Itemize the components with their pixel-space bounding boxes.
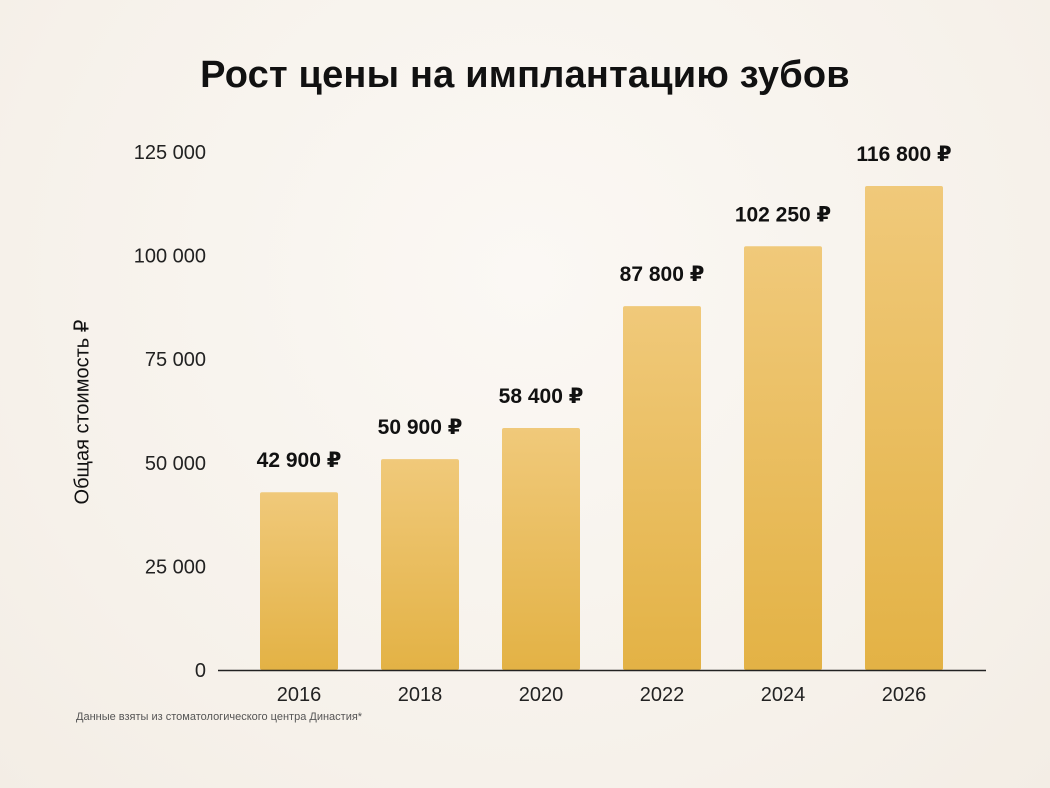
x-axis-categories: 2016 2018 2020 2022 2024 2026	[277, 684, 927, 706]
source-footnote: Данные взяты из стоматологического центр…	[76, 711, 363, 723]
x-tick-label-2026: 2026	[882, 684, 927, 706]
y-tick-label: 75 000	[145, 349, 206, 371]
y-tick-label: 50 000	[145, 453, 206, 475]
y-tick-label: 100 000	[134, 246, 206, 268]
bar-2018	[381, 459, 459, 670]
y-tick-label: 0	[195, 660, 206, 682]
value-label-2018: 50 900 ₽	[378, 416, 463, 439]
value-label-2022: 87 800 ₽	[620, 263, 705, 286]
y-tick-label: 25 000	[145, 556, 206, 578]
bar-2016	[260, 492, 338, 670]
value-labels-group: 42 900 ₽ 50 900 ₽ 58 400 ₽ 87 800 ₽ 102 250 …	[257, 143, 952, 472]
bar-2024	[744, 246, 822, 670]
x-tick-label-2020: 2020	[519, 684, 564, 706]
bars-group	[260, 185, 943, 670]
bar-2026	[865, 185, 943, 670]
bar-2022	[623, 306, 701, 670]
value-label-2026: 116 800 ₽	[856, 143, 951, 166]
x-tick-label-2016: 2016	[277, 684, 322, 706]
x-tick-label-2022: 2022	[640, 684, 685, 706]
y-tick-label: 125 000	[134, 142, 206, 164]
x-tick-label-2018: 2018	[398, 684, 443, 706]
value-label-2020: 58 400 ₽	[499, 385, 584, 408]
value-label-2024: 102 250 ₽	[735, 203, 831, 226]
value-label-2016: 42 900 ₽	[257, 449, 342, 472]
chart-title: Рост цены на имплантацию зубов	[200, 54, 850, 96]
y-axis-ticks: 0 25 000 50 000 75 000 100 000 125 000	[134, 142, 206, 682]
x-tick-label-2024: 2024	[761, 684, 806, 706]
bar-2020	[502, 427, 580, 670]
